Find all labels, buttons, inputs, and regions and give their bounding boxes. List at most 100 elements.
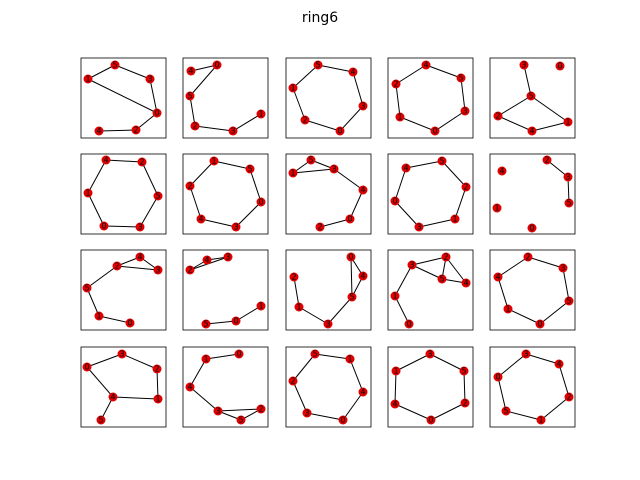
panel-frame [285,249,372,331]
node [461,278,471,288]
node [228,126,238,136]
node [564,296,574,306]
edge [156,368,159,400]
edge [497,276,509,310]
edge [539,300,570,325]
node [335,126,345,136]
node [563,172,573,182]
node-label: 1 [290,169,295,178]
edge [349,189,364,220]
edge [454,186,467,220]
node-label: 2 [566,393,571,402]
node [390,291,400,301]
node [256,404,266,414]
node [523,252,533,262]
node [152,364,162,374]
node-label: 1 [505,305,510,314]
edge [141,161,159,197]
edge [405,160,443,169]
node-label: 3 [230,127,235,136]
panel-frame [285,153,372,235]
node-label: 0 [101,222,106,231]
node-label: 4 [137,253,142,262]
node-label: 2 [139,158,144,167]
edge [463,370,466,404]
panel-frame [489,57,576,139]
edge [394,167,407,202]
node-label: 3 [427,350,432,359]
node-label: 1 [258,110,263,119]
node [493,111,503,121]
edge [217,408,262,412]
panel-frame [387,57,474,139]
node-label: 5 [503,407,508,416]
node [96,415,106,425]
panel-frame [182,57,269,139]
node-label: 3 [119,350,124,359]
node-label: 5 [155,192,160,201]
node-label: 4 [110,393,115,402]
node [212,60,222,70]
node [231,222,241,232]
panel-frame [182,346,269,428]
node [256,109,266,119]
node [347,292,357,302]
edge [116,265,159,271]
edge [293,276,300,308]
node [82,362,92,372]
edge [349,358,364,393]
node-label: 2 [154,365,159,374]
panel-frame [80,153,167,235]
edge [507,308,541,325]
node-label: 0 [84,363,89,372]
node [236,415,246,425]
node-label: 1 [538,416,543,425]
node [401,163,411,173]
node [131,125,141,135]
panel-frame [387,249,474,331]
node [527,126,537,136]
node [186,66,196,76]
edge [298,306,329,325]
node [234,349,244,359]
edge [445,256,467,284]
node [459,366,469,376]
edge [103,225,141,228]
edge [333,168,364,191]
edge [105,159,143,163]
edge [86,287,100,317]
node [425,349,435,359]
edge [86,265,118,289]
node [99,221,109,231]
edge [235,201,262,228]
edge [394,264,413,297]
node-label: 2 [393,80,398,89]
edge [546,159,569,178]
node-label: 1 [85,75,90,84]
node-label: 4 [350,68,355,77]
node [108,392,118,402]
node-label: 3 [325,320,330,329]
node-label: 4 [360,186,365,195]
edge [87,78,158,114]
edge [531,121,569,132]
node [231,316,241,326]
node-label: 5 [203,320,208,329]
node-label: 2 [114,262,119,271]
node [153,265,163,275]
node [426,415,436,425]
node-label: 5 [312,350,317,359]
edge [497,256,529,278]
node [329,164,339,174]
edge [317,64,354,73]
node [345,214,355,224]
node-label: 4 [360,388,365,397]
node [256,197,266,207]
edge [425,64,462,79]
node-label: 5 [439,275,444,284]
node [245,164,255,174]
node [83,188,93,198]
node [300,115,310,125]
node [421,60,431,70]
edge [149,78,158,114]
